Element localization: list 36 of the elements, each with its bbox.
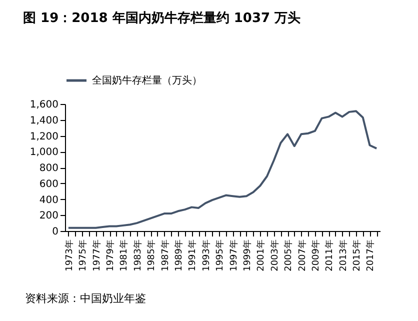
x-tick-label: 1973年 bbox=[64, 240, 75, 272]
x-tick-label: 1979年 bbox=[105, 240, 116, 272]
x-tick-label: 1997年 bbox=[228, 240, 240, 272]
line-series bbox=[67, 110, 378, 229]
x-tick-label: 1991年 bbox=[187, 240, 198, 272]
chart-title: 图 19：2018 年国内奶牛存栏量约 1037 万头 bbox=[23, 11, 301, 26]
x-tick-label: 2017年 bbox=[365, 240, 376, 272]
x-tick-label: 2007年 bbox=[296, 240, 308, 272]
x-tick-label: 2015年 bbox=[352, 240, 363, 272]
y-tick-label: 1,000 bbox=[30, 147, 58, 158]
x-tick-label: 2013年 bbox=[338, 240, 349, 272]
y-tick-label: 1,200 bbox=[30, 131, 58, 142]
legend-label: 全国奶牛存栏量（万头） bbox=[92, 74, 202, 86]
x-tick-label: 2003年 bbox=[269, 240, 280, 272]
y-tick-label: 400 bbox=[39, 194, 58, 206]
text: 资料来源：中国奶业年鉴 bbox=[25, 292, 146, 305]
x-tick-label: 1993年 bbox=[200, 240, 212, 272]
x-tick-label: 1999年 bbox=[242, 240, 253, 272]
x-tick-label: 1977年 bbox=[91, 240, 102, 272]
y-tick-label: 0 bbox=[52, 226, 58, 238]
x-tick-label: 2011年 bbox=[324, 240, 336, 272]
x-tick-label: 1975年 bbox=[78, 240, 89, 272]
x-tick-label: 1987年 bbox=[160, 240, 171, 272]
y-tick-label: 1,600 bbox=[30, 100, 58, 110]
x-tick-label: 1981年 bbox=[118, 240, 130, 272]
x-tick-label: 2001年 bbox=[256, 240, 267, 272]
y-tick-label: 800 bbox=[39, 163, 58, 174]
y-tick-label: 1,400 bbox=[30, 115, 58, 126]
x-tick-label: 1983年 bbox=[132, 240, 144, 272]
x-tick-label: 2005年 bbox=[283, 240, 294, 272]
x-tick-label: 2009年 bbox=[310, 240, 322, 272]
x-tick-label: 1985年 bbox=[146, 240, 158, 272]
x-tick-label: 1989年 bbox=[173, 240, 184, 272]
y-tick-label: 600 bbox=[39, 178, 58, 190]
x-tick-label: 1995年 bbox=[214, 240, 226, 272]
y-tick-label: 200 bbox=[39, 210, 58, 222]
